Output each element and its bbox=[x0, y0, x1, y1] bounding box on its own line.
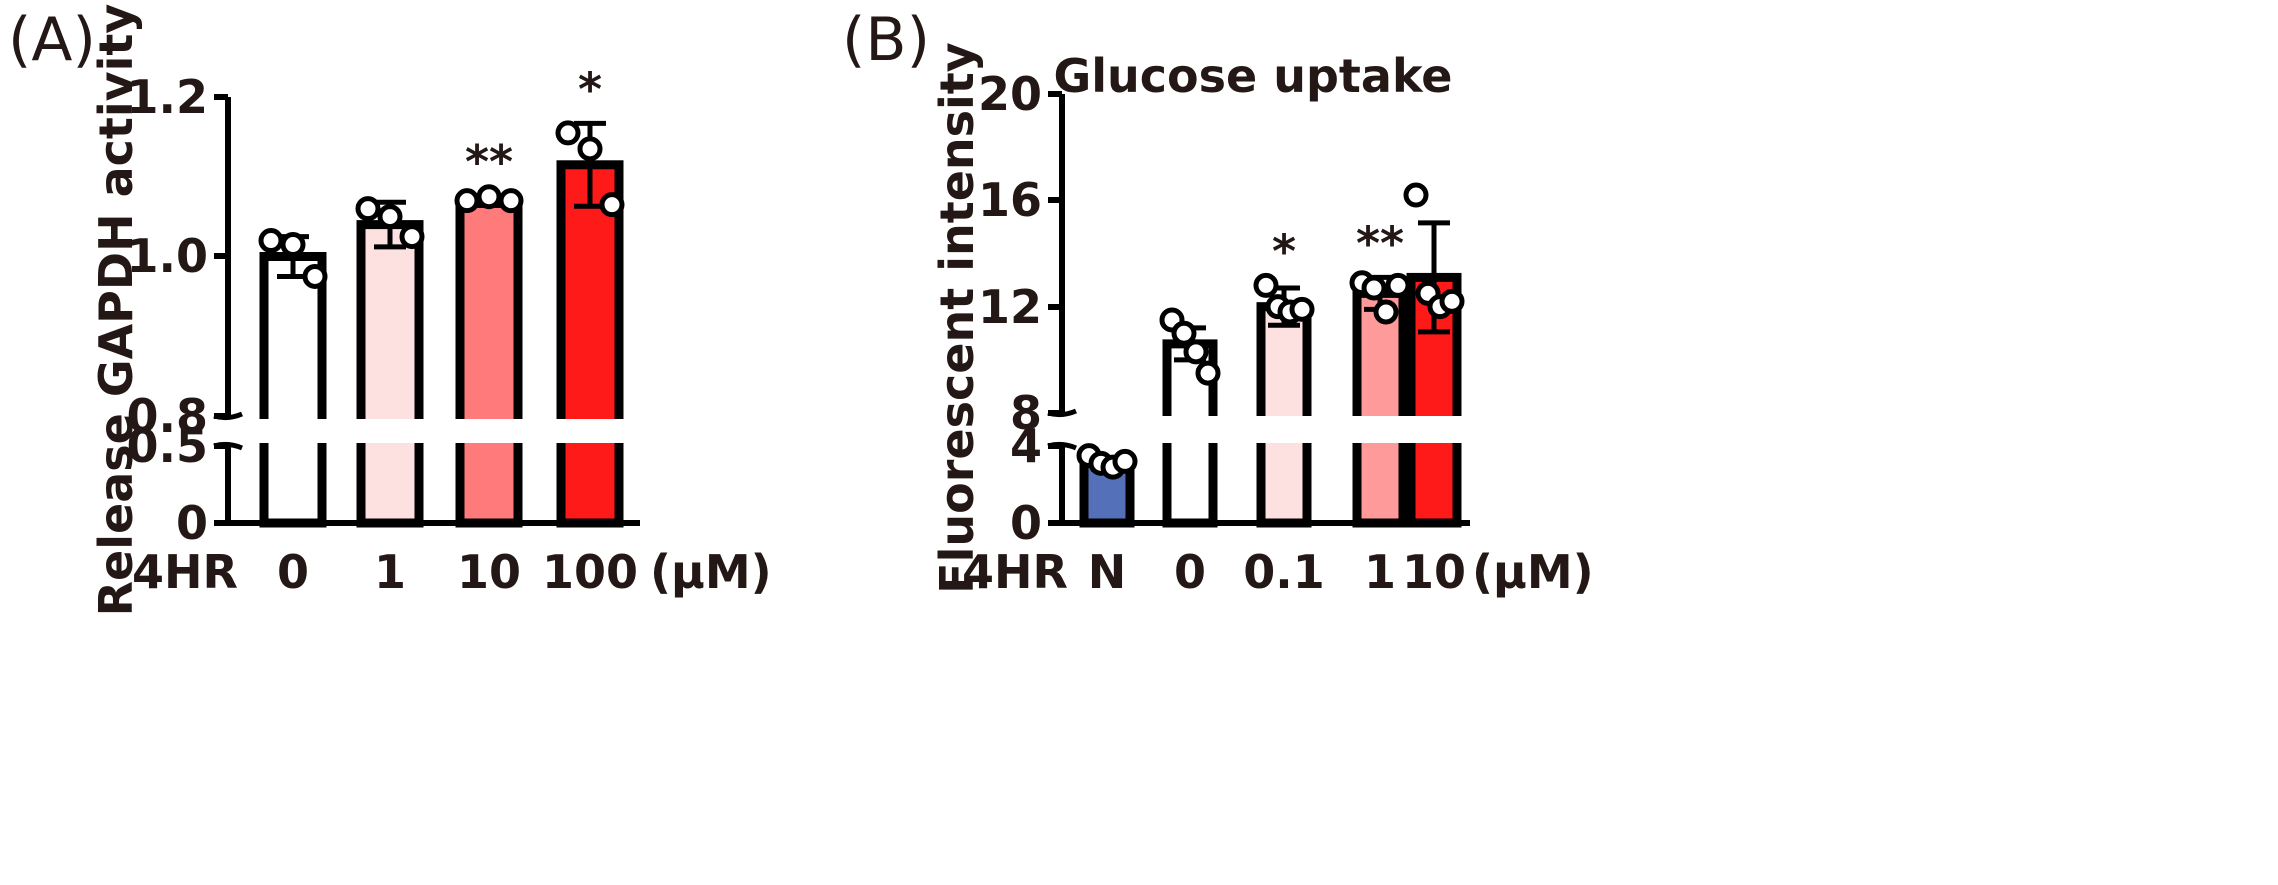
data-point-3-1 bbox=[577, 136, 603, 162]
data-point-2-2 bbox=[498, 188, 524, 214]
data-point-4-3 bbox=[1439, 288, 1465, 314]
x-unit-label: (μM) bbox=[650, 545, 772, 599]
y-tick-label: 1.2 bbox=[127, 70, 209, 124]
x-unit-label: (μM) bbox=[1472, 545, 1594, 599]
y-axis-label: Fluorescent intensity bbox=[930, 42, 984, 594]
bar-2 bbox=[455, 196, 523, 528]
y-axis-label: Release GAPDH activity bbox=[89, 4, 143, 617]
significance-marker: * bbox=[1272, 224, 1296, 278]
y-tick-label: 0 bbox=[176, 496, 208, 550]
bar-0 bbox=[259, 252, 327, 528]
y-tick-label: 8 bbox=[1010, 386, 1042, 440]
x-tick-label: 0.1 bbox=[1243, 545, 1325, 599]
data-point-0-1 bbox=[280, 232, 306, 258]
data-point-3-3 bbox=[1385, 272, 1411, 298]
data-point-1-3 bbox=[1195, 360, 1221, 386]
y-tick-label: 0 bbox=[1010, 496, 1042, 550]
x-tick-label: 10 bbox=[1402, 545, 1466, 599]
x-prefix-label: 4HR bbox=[962, 545, 1068, 599]
data-point-1-2 bbox=[399, 224, 425, 250]
significance-marker: * bbox=[578, 62, 602, 116]
significance-marker: ** bbox=[465, 135, 513, 189]
data-point-2-0 bbox=[1253, 272, 1279, 298]
data-point-0-2 bbox=[302, 263, 328, 289]
panel-label: (A) bbox=[8, 5, 96, 75]
axis-break-band bbox=[1074, 416, 1470, 443]
data-point-2-0 bbox=[454, 188, 480, 214]
bar-3 bbox=[556, 160, 624, 528]
x-tick-label: 1 bbox=[374, 545, 406, 599]
data-point-1-1 bbox=[377, 204, 403, 230]
chart-title: Glucose uptake bbox=[1054, 49, 1453, 103]
y-tick-label: 0.5 bbox=[127, 419, 209, 473]
data-point-2-3 bbox=[1289, 296, 1315, 322]
x-prefix-label: 4HR bbox=[132, 545, 238, 599]
data-point-3-0 bbox=[555, 120, 581, 146]
x-tick-label: 100 bbox=[542, 545, 638, 599]
y-tick-label: 4 bbox=[1010, 419, 1042, 473]
data-point-1-1 bbox=[1171, 320, 1197, 346]
data-point-1-0 bbox=[355, 196, 381, 222]
panel-label: (B) bbox=[842, 5, 930, 75]
y-tick-label: 0.8 bbox=[127, 389, 209, 443]
x-tick-label: 1 bbox=[1364, 545, 1396, 599]
data-point-0-0 bbox=[258, 228, 284, 254]
y-tick-label: 12 bbox=[978, 280, 1042, 334]
x-tick-label: N bbox=[1088, 545, 1127, 599]
bar-3 bbox=[1352, 288, 1408, 528]
data-point-2-1 bbox=[476, 184, 502, 210]
y-tick-label: 20 bbox=[978, 67, 1042, 121]
data-point-4-0 bbox=[1403, 182, 1429, 208]
bar-1 bbox=[356, 220, 424, 528]
data-point-1-2 bbox=[1183, 339, 1209, 365]
x-tick-label: 0 bbox=[277, 545, 309, 599]
data-point-3-2 bbox=[599, 192, 625, 218]
x-tick-label: 0 bbox=[1174, 545, 1206, 599]
data-point-3-2 bbox=[1373, 299, 1399, 325]
data-point-3-1 bbox=[1361, 275, 1387, 301]
axis-break-band bbox=[240, 419, 640, 443]
bar-2 bbox=[1256, 302, 1312, 528]
y-tick-label: 16 bbox=[978, 173, 1042, 227]
x-tick-label: 10 bbox=[457, 545, 521, 599]
data-point-0-3 bbox=[1112, 448, 1138, 474]
y-tick-label: 1.0 bbox=[127, 229, 209, 283]
significance-marker: ** bbox=[1356, 216, 1404, 270]
